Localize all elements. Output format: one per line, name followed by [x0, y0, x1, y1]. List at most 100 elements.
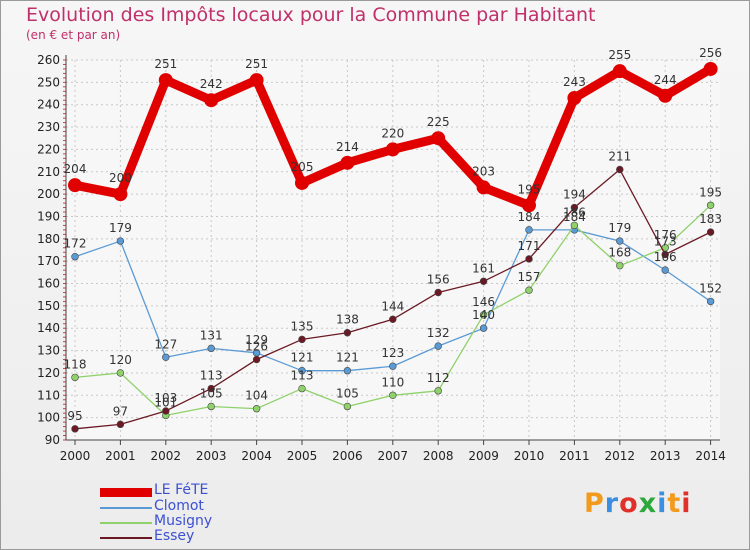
data-point-musigny — [116, 369, 125, 377]
y-tick-label: 200 — [37, 187, 60, 201]
data-point-essey — [343, 329, 352, 337]
data-label-le-f-te: 225 — [427, 115, 450, 129]
data-point-essey — [434, 288, 442, 297]
data-point-le-f-te — [431, 131, 446, 146]
data-point-musigny — [706, 201, 715, 209]
x-tick-label: 2009 — [468, 449, 499, 463]
data-label-clomot: 166 — [654, 250, 677, 264]
x-tick-label: 2001 — [105, 449, 136, 463]
data-point-le-f-te — [658, 88, 673, 103]
y-tick-label: 220 — [37, 142, 60, 156]
legend-label: Essey — [154, 528, 195, 544]
data-point-musigny — [570, 221, 579, 230]
data-label-essey: 138 — [336, 313, 359, 327]
legend-swatch — [100, 537, 152, 539]
data-labels: 204 200 251 242 251 205 214 220 225 203 195 243 255 2… — [64, 46, 723, 423]
data-point-clomot — [616, 237, 624, 245]
data-point-essey — [162, 407, 170, 415]
y-tick-label: 190 — [37, 209, 60, 223]
data-point-essey — [570, 203, 579, 212]
data-label-essey: 113 — [200, 369, 223, 383]
data-point-musigny — [207, 402, 215, 411]
data-point-le-f-te — [68, 178, 82, 193]
data-label-musigny: 186 — [563, 205, 586, 219]
y-tick-label: 120 — [37, 366, 60, 380]
data-point-le-f-te — [204, 93, 219, 108]
data-label-le-f-te: 251 — [154, 57, 177, 71]
data-label-clomot: 184 — [518, 210, 541, 224]
data-point-le-f-te — [567, 91, 582, 105]
data-label-musigny: 176 — [654, 228, 677, 242]
data-label-le-f-te: 214 — [336, 140, 359, 154]
data-label-clomot: 179 — [109, 221, 132, 235]
y-tick-label: 230 — [37, 120, 60, 134]
data-point-le-f-te — [476, 180, 491, 195]
data-point-essey — [298, 335, 306, 344]
data-label-essey: 156 — [427, 272, 450, 286]
data-label-essey: 173 — [654, 234, 677, 248]
data-label-le-f-te: 205 — [291, 160, 314, 174]
data-label-musigny: 195 — [699, 185, 722, 199]
data-point-musigny — [298, 384, 306, 393]
data-label-le-f-te: 200 — [109, 171, 132, 185]
data-label-clomot: 152 — [699, 281, 722, 295]
y-tick-label: 180 — [37, 232, 60, 246]
x-tick-label: 2012 — [605, 449, 636, 463]
data-label-clomot: 121 — [336, 351, 359, 365]
x-tick-label: 2003 — [196, 449, 227, 463]
data-point-le-f-te — [249, 73, 264, 88]
x-tick-label: 2002 — [151, 449, 182, 463]
data-label-musigny: 118 — [64, 357, 87, 371]
axes: 90 100 110 120 130 140 150 160 170 180 190 200 210 22… — [37, 53, 726, 463]
data-label-le-f-te: 255 — [608, 48, 631, 62]
data-label-essey: 144 — [381, 299, 404, 313]
data-label-musigny: 105 — [336, 386, 359, 400]
data-label-essey: 135 — [291, 319, 314, 333]
data-point-clomot — [207, 344, 215, 353]
data-point-clomot — [479, 324, 488, 332]
y-tick-label: 170 — [37, 254, 60, 268]
data-point-musigny — [343, 402, 352, 411]
data-point-essey — [71, 425, 79, 433]
data-point-clomot — [343, 367, 352, 375]
data-point-clomot — [525, 226, 533, 234]
y-tick-label: 160 — [37, 277, 60, 291]
data-label-clomot: 184 — [563, 210, 586, 224]
x-tick-label: 2000 — [60, 449, 91, 463]
data-point-clomot — [706, 297, 715, 306]
data-label-le-f-te: 251 — [245, 57, 268, 71]
x-tick-label: 2004 — [241, 449, 272, 463]
data-point-essey — [479, 277, 488, 285]
grid — [66, 59, 720, 441]
data-point-musigny — [252, 405, 261, 413]
data-label-le-f-te: 220 — [381, 126, 404, 140]
data-label-le-f-te: 242 — [200, 77, 223, 91]
data-label-le-f-te: 195 — [518, 182, 541, 196]
data-point-essey — [207, 384, 215, 393]
data-point-clomot — [116, 237, 125, 245]
data-label-clomot: 172 — [64, 237, 87, 251]
y-tick-label: 130 — [37, 344, 60, 358]
data-point-clomot — [162, 353, 170, 361]
data-label-le-f-te: 256 — [699, 46, 722, 60]
chart-subtitle: (en € et par an) — [26, 28, 121, 42]
data-label-musigny: 168 — [608, 246, 631, 260]
data-label-clomot: 132 — [427, 326, 450, 340]
data-label-le-f-te: 204 — [64, 162, 87, 176]
x-tick-label: 2006 — [332, 449, 363, 463]
data-label-essey: 103 — [154, 391, 177, 405]
data-label-le-f-te: 244 — [654, 73, 677, 87]
data-point-musigny — [71, 373, 79, 382]
y-tick-label: 240 — [37, 98, 60, 112]
data-label-musigny: 104 — [245, 389, 268, 403]
x-tick-label: 2014 — [695, 449, 726, 463]
data-label-essey: 171 — [518, 239, 541, 253]
x-tick-label: 2007 — [378, 449, 409, 463]
y-tick-label: 140 — [37, 321, 60, 335]
x-tick-label: 2005 — [287, 449, 318, 463]
data-label-essey: 211 — [608, 150, 631, 164]
legend-swatch — [100, 488, 152, 497]
data-point-le-f-te — [385, 142, 400, 157]
data-point-le-f-te — [295, 175, 309, 190]
